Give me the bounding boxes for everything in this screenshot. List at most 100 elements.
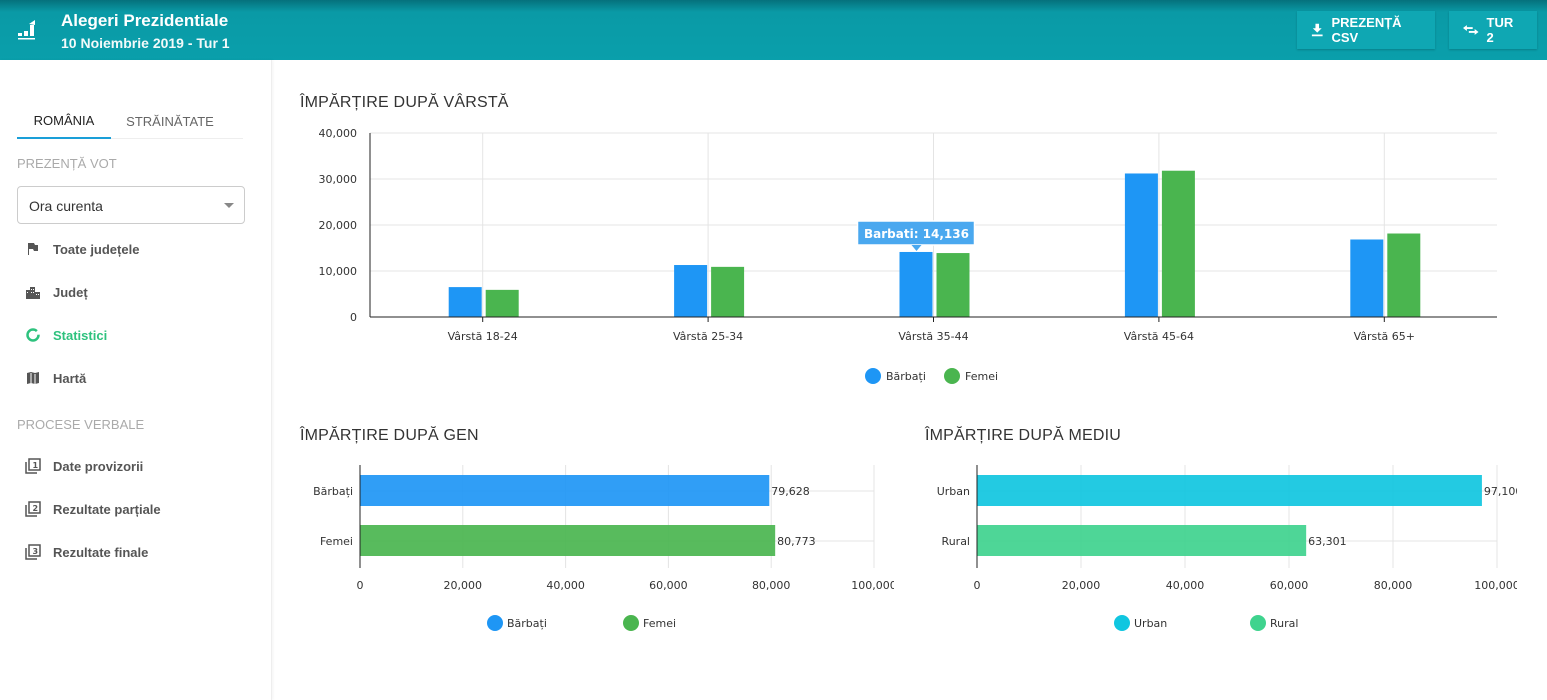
svg-text:2: 2 [33,504,39,513]
bar-femei [360,525,776,556]
y-tick-label: Bărbați [313,485,353,498]
nav-rezultate-partiale[interactable]: 2 Rezultate parțiale [25,501,161,517]
data-label: 80,773 [777,535,816,548]
section-prezenta-vot: PREZENȚĂ VOT [17,156,117,171]
flag-icon [28,243,38,255]
x-tick-label: 40,000 [1166,579,1205,592]
nav-judet[interactable]: Județ [25,284,88,300]
nav-label: Hartă [53,370,87,386]
x-tick-label: 20,000 [444,579,483,592]
donut-icon [26,328,40,342]
app-title: Alegeri Prezidentiale [61,11,229,30]
legend-marker-barbati [865,368,881,384]
region-tabs: ROMÂNIA STRĂINĂTATE [17,104,243,139]
legend-marker [1114,615,1130,631]
y-tick-label: Urban [937,485,970,498]
bar-barbati [1350,239,1384,317]
legend-label: Femei [965,370,998,383]
nav-label: Statistici [53,327,108,343]
swap-icon [1463,25,1479,35]
city-icon [26,287,40,299]
nav-statistici[interactable]: Statistici [25,327,107,343]
age-chart-title: ÎMPĂRȚIRE DUPĂ VÂRSTĂ [300,94,509,111]
x-tick-label: 0 [357,579,364,592]
map-icon [27,372,39,384]
bar-barbati [1124,173,1158,317]
bar-femei [711,266,745,317]
tur-button-label: TUR 2 [1486,15,1514,45]
gender-chart-title: ÎMPĂRȚIRE DUPĂ GEN [300,427,479,444]
chart-group: 0 20,000 40,000 60,000 80,000 100,000 Bărbați 7… [313,465,897,631]
x-tick-label: 60,000 [1270,579,1309,592]
x-tick-label: 20,000 [1062,579,1101,592]
x-tick-label: Vârstă 35-44 [898,330,968,343]
filter-3-icon: 3 [25,544,41,560]
legend-marker [1250,615,1266,631]
select-value: Ora curenta [29,198,103,214]
bar-femei [1161,170,1195,317]
bar-femei [936,253,970,317]
sidebar: ROMÂNIA STRĂINĂTATE PREZENȚĂ VOT Ora cur… [0,60,272,700]
nav-rezultate-finale[interactable]: 3 Rezultate finale [25,544,148,560]
legend-marker-femei [944,368,960,384]
tooltip-text: Barbati: 14,136 [864,227,969,241]
y-tick-label: Rural [942,535,970,548]
bar-rural [977,525,1307,556]
legend-label: Bărbați [886,370,926,383]
nav-label: Rezultate parțiale [53,501,161,517]
x-tick-label: Vârstă 25-34 [673,330,743,343]
x-tick-label: 100,000 [1474,579,1520,592]
download-csv-button[interactable]: PREZENȚĂ CSV [1297,11,1435,49]
legend-label: Rural [1270,617,1298,630]
bar-femei [1387,233,1421,317]
download-icon [1311,23,1323,37]
nav-date-provizorii[interactable]: 1 Date provizorii [25,458,143,474]
tur-2-button[interactable]: TUR 2 [1449,11,1537,49]
legend-marker [487,615,503,631]
legend-label: Femei [643,617,676,630]
y-tick-label: 10,000 [319,265,358,278]
filter-2-icon: 2 [25,501,41,517]
x-tick-label: Vârstă 45-64 [1124,330,1194,343]
bar-barbati [448,287,482,317]
nav-label: Rezultate finale [53,544,149,560]
tab-romania[interactable]: ROMÂNIA [17,104,111,139]
tab-strainatate[interactable]: STRĂINĂTATE [126,114,214,129]
x-tick-label: Vârstă 65+ [1354,330,1415,343]
legend-marker [623,615,639,631]
nav-harta[interactable]: Hartă [25,370,86,386]
environment-chart-title: ÎMPĂRȚIRE DUPĂ MEDIU [925,427,1122,444]
chart-group: 0 20,000 40,000 60,000 80,000 100,000 Urban 97,… [937,465,1523,631]
bar-femei [485,289,519,317]
nav-label: Date provizorii [53,458,144,474]
time-select[interactable]: Ora curenta [17,186,245,224]
nav-toate-judetele[interactable]: Toate județele [25,241,139,257]
y-tick-label: 20,000 [319,219,358,232]
svg-text:1: 1 [33,461,39,470]
tooltip-box [856,220,976,246]
nav-label: Județ [53,284,88,300]
app-header: Alegeri Prezidentiale 10 Noiembrie 2019 … [0,0,1547,60]
legend-label: Urban [1134,617,1167,630]
legend-label: Bărbați [507,617,547,630]
y-tick-label: 30,000 [319,173,358,186]
bar-bărbați [360,475,770,506]
x-tick-label: 100,000 [851,579,897,592]
y-tick-label: 0 [350,311,357,324]
csv-button-label: PREZENȚĂ CSV [1331,15,1402,45]
section-procese-verbale: PROCESE VERBALE [17,417,145,432]
x-tick-label: 0 [974,579,981,592]
nav-label: Toate județele [53,241,140,257]
filter-1-icon: 1 [25,458,41,474]
tooltip-arrow [911,245,922,251]
y-tick-label: 40,000 [319,127,358,140]
chevron-down-icon [224,203,234,208]
bar-barbati [674,265,708,317]
chart-logo-icon [18,20,35,40]
data-label: 97,100 [1484,485,1523,498]
svg-text:3: 3 [33,547,39,556]
data-label: 63,301 [1308,535,1347,548]
x-tick-label: Vârstă 18-24 [448,330,518,343]
x-tick-label: 80,000 [1374,579,1413,592]
